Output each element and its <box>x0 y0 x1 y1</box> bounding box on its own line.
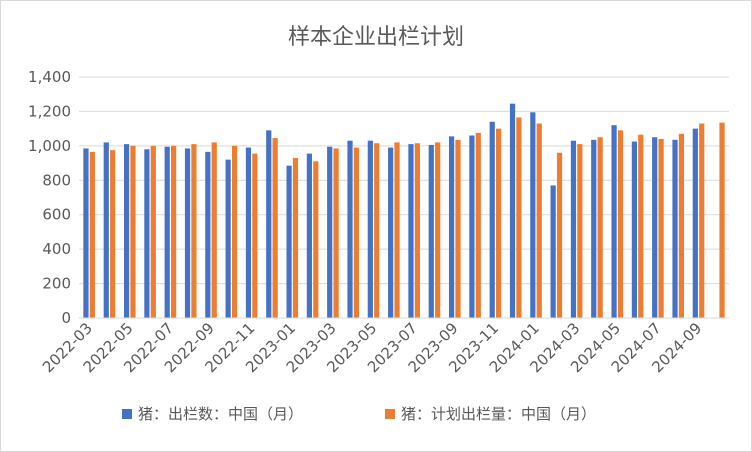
bar-series-1 <box>347 140 353 318</box>
bar-series-1 <box>123 144 130 318</box>
y-axis-labels: 0 200 400 600 800 1,000 1,200 1,400 <box>28 68 71 327</box>
y-tick-label: 1,200 <box>28 102 71 120</box>
bar-series-1 <box>550 185 556 318</box>
bar-series-1 <box>530 112 536 319</box>
bar-series-1 <box>692 128 698 318</box>
chart-title: 样本企业出栏计划 <box>288 25 464 50</box>
legend-label-2: 猪：计划出栏量：中国（月） <box>401 405 596 423</box>
bar-series-2 <box>617 130 624 318</box>
y-tick-label: 0 <box>61 309 71 327</box>
bar-series-1 <box>489 121 495 318</box>
bar-series-1 <box>266 130 272 318</box>
legend-label-1: 猪：出栏数：中国（月） <box>138 405 303 423</box>
bar-series-1 <box>448 136 455 318</box>
bar-series-2 <box>171 145 177 318</box>
bar-series-2 <box>435 142 441 318</box>
bar-series-2 <box>89 151 95 318</box>
bar-series-2 <box>333 148 339 318</box>
bar-series-1 <box>286 165 292 318</box>
bar-series-1 <box>469 135 475 318</box>
bar-series-1 <box>83 148 89 318</box>
bar-series-2 <box>150 145 156 318</box>
bar-series-2 <box>272 138 278 318</box>
bar-series-2 <box>475 132 481 318</box>
bar-series-2 <box>699 123 705 318</box>
y-tick-label: 1,400 <box>28 68 71 86</box>
bar-series-2 <box>191 144 197 318</box>
x-axis-labels: 2022-032022-052022-072022-092022-112023-… <box>39 319 705 376</box>
gridlines <box>79 76 729 285</box>
bar-series-2 <box>394 142 400 318</box>
bar-series-1 <box>428 144 434 318</box>
y-tick-label: 800 <box>42 171 71 189</box>
bar-series-2 <box>231 145 238 318</box>
bar-series-1 <box>591 139 597 318</box>
bar-series-2 <box>292 157 299 318</box>
bar-series-2 <box>455 139 461 318</box>
bar-series-2 <box>536 123 542 318</box>
bar-series-1 <box>408 144 414 318</box>
bar-series-2 <box>638 134 644 318</box>
bar-series-2 <box>658 138 664 318</box>
bar-series-1 <box>570 140 577 318</box>
bar-series-1 <box>164 146 170 318</box>
y-tick-label: 1,000 <box>28 137 71 155</box>
bar-series-2 <box>313 161 319 318</box>
bar-series-2 <box>577 144 583 318</box>
bar-series-1 <box>103 142 109 318</box>
y-tick-label: 600 <box>42 206 71 224</box>
bar-series-1 <box>652 137 658 318</box>
bar-series-1 <box>611 125 617 318</box>
bar-series-2 <box>556 152 563 318</box>
bar-series-2 <box>211 142 217 318</box>
y-tick-label: 200 <box>42 275 71 293</box>
bar-series-1 <box>225 159 231 318</box>
legend: 猪：出栏数：中国（月） 猪：计划出栏量：中国（月） <box>122 405 596 423</box>
bar-series-2 <box>353 147 360 318</box>
bar-series-2 <box>597 137 603 318</box>
bar-series-2 <box>374 143 380 318</box>
legend-swatch-1 <box>122 409 132 419</box>
bar-series-2 <box>130 145 136 318</box>
bar-series-2 <box>252 153 258 318</box>
bar-series-1 <box>327 146 333 318</box>
bar-series-1 <box>306 153 312 318</box>
bar-series-2 <box>719 122 725 318</box>
bar-series-1 <box>205 151 211 318</box>
bar-series-1 <box>367 140 373 318</box>
bar-series-2 <box>678 133 685 318</box>
bar-series-2 <box>496 128 502 318</box>
bar-series-1 <box>144 149 150 318</box>
bar-series-1 <box>245 147 252 318</box>
bar-series-1 <box>184 148 191 318</box>
bar-series-1 <box>388 147 394 318</box>
legend-swatch-2 <box>385 409 395 419</box>
bar-series-2 <box>414 143 420 318</box>
bar-series-2 <box>516 117 522 318</box>
bar-series-1 <box>672 139 678 318</box>
bar-series-1 <box>631 141 637 318</box>
bar-series-2 <box>110 150 116 318</box>
bar-series-1 <box>509 103 516 318</box>
y-tick-label: 400 <box>42 240 71 258</box>
bars <box>83 103 725 319</box>
